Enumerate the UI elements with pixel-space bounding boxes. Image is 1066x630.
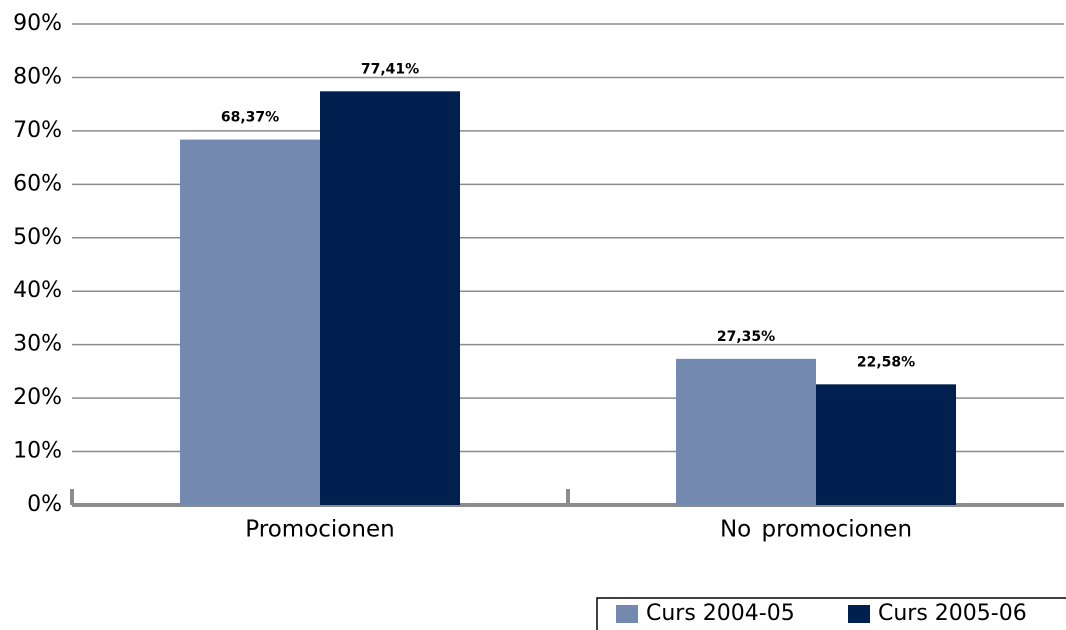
legend-swatch (616, 605, 638, 623)
x-tick-label: Promocionen (245, 517, 394, 543)
legend-label: Curs 2004-05 (646, 601, 795, 626)
y-tick-label: 60% (13, 171, 62, 196)
value-label: 68,37% (221, 110, 279, 126)
y-tick-label: 0% (27, 492, 62, 517)
y-tick-label: 50% (13, 225, 62, 250)
value-label: 22,58% (857, 354, 915, 370)
value-label: 27,35% (717, 329, 775, 345)
y-tick-label: 40% (13, 278, 62, 303)
bar (676, 358, 816, 505)
y-tick-label: 70% (13, 118, 62, 143)
legend-label: Curs 2005-06 (878, 601, 1027, 626)
y-tick-label: 30% (13, 332, 62, 357)
y-tick-label: 20% (13, 385, 62, 410)
y-tick-label: 90% (13, 11, 62, 36)
y-tick-label: 10% (13, 439, 62, 464)
x-tick-label: No promocionen (720, 517, 912, 543)
bar (320, 91, 460, 505)
legend-swatch (848, 605, 870, 623)
bar (180, 139, 320, 505)
value-label: 77,41% (361, 61, 419, 77)
legend-box (596, 597, 1066, 630)
bar (816, 384, 956, 505)
y-tick-label: 80% (13, 64, 62, 89)
